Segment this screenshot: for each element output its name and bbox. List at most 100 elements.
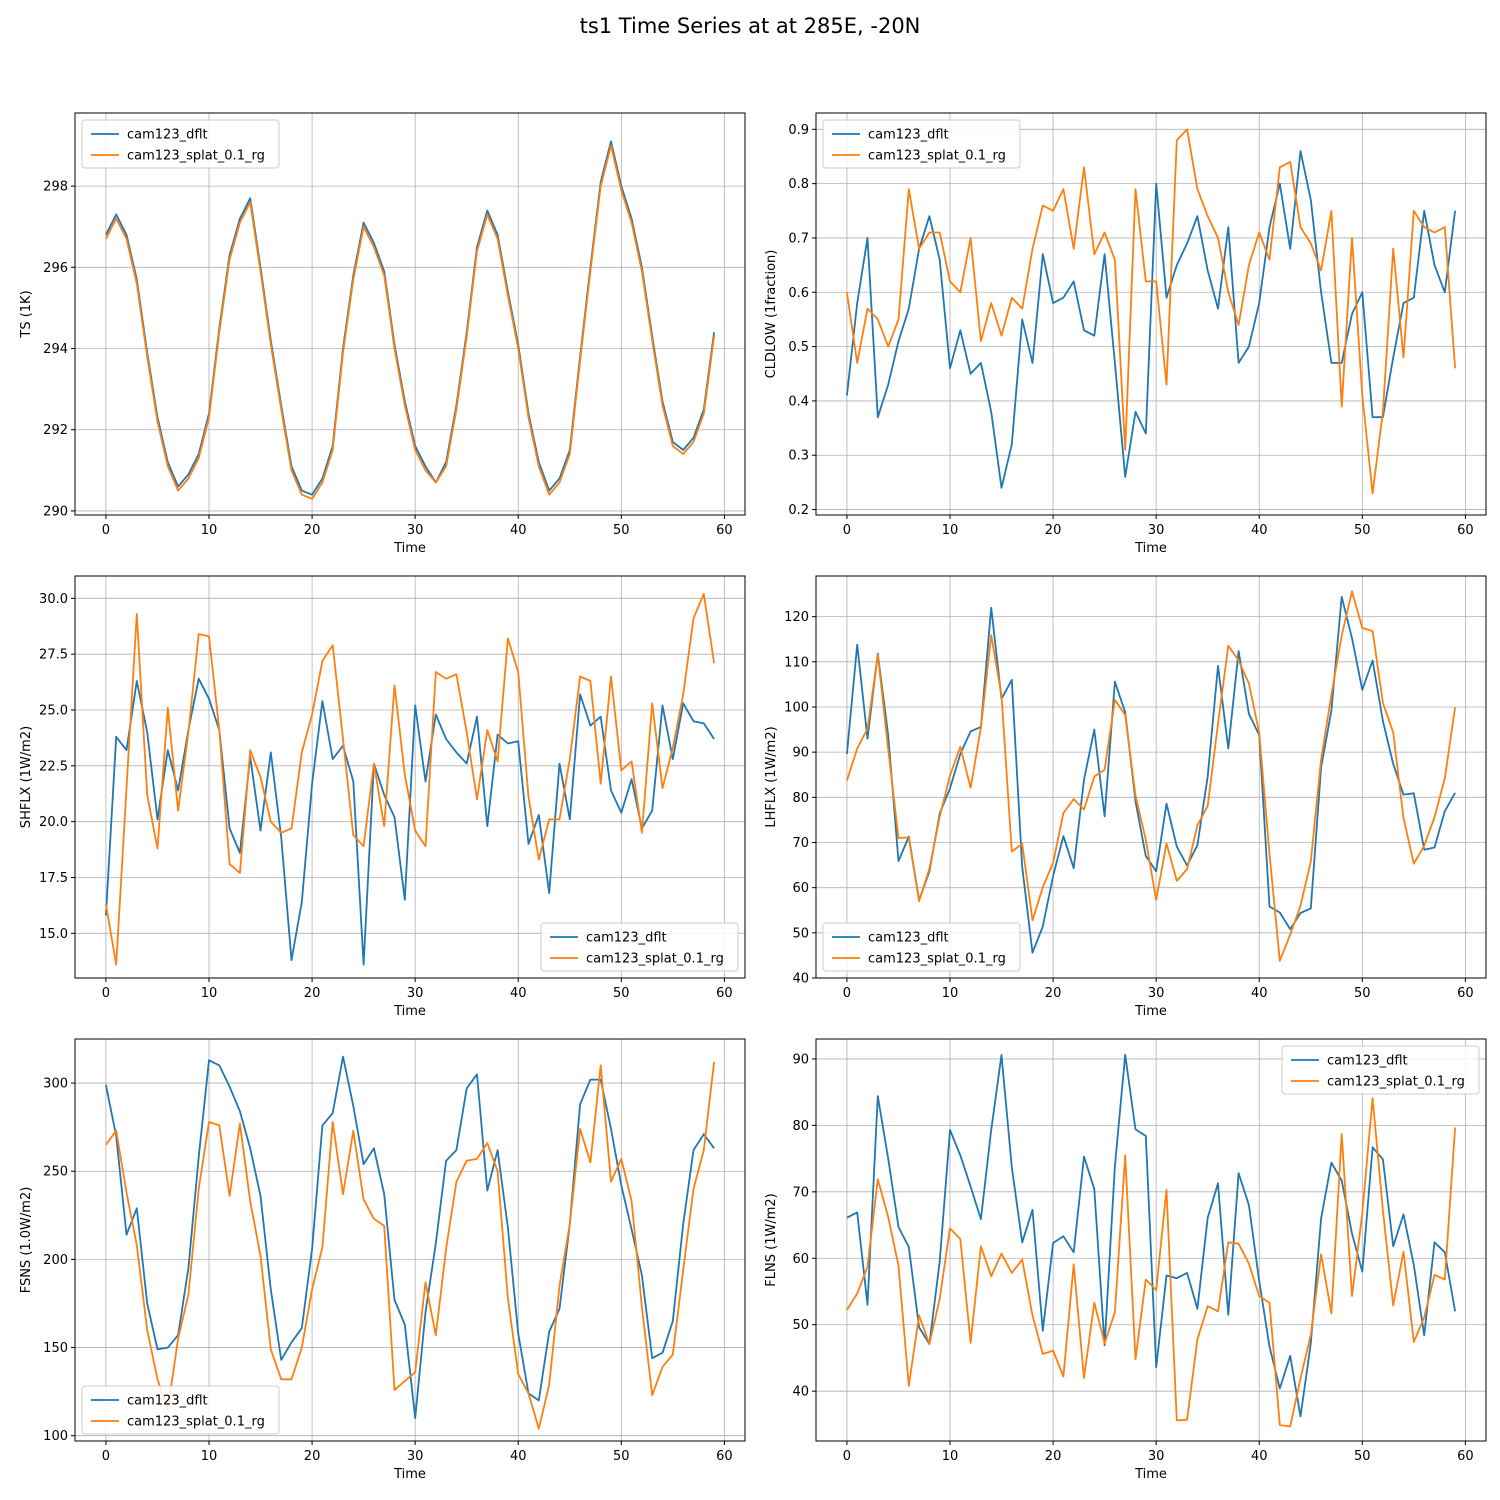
axes-frame xyxy=(74,575,746,979)
x-tick-label: 30 xyxy=(407,986,424,1001)
x-tick-label: 10 xyxy=(201,523,218,538)
x-tick-label: 30 xyxy=(407,1449,424,1464)
x-tick-label: 50 xyxy=(613,523,630,538)
series-line-splat xyxy=(846,1097,1456,1428)
x-axis-label: Time xyxy=(393,1004,426,1019)
legend-box xyxy=(1281,1045,1480,1095)
x-tick-label: 20 xyxy=(1045,986,1062,1001)
legend-box xyxy=(540,922,739,972)
legend: cam123_dflt cam123_splat_0.1_rg xyxy=(1281,1045,1480,1095)
y-axis-label: LHFLX (1W/m2) xyxy=(764,726,779,827)
legend-label: cam123_splat_0.1_rg xyxy=(586,952,724,967)
y-tick-label: 50 xyxy=(792,1318,809,1333)
x-tick-label: 10 xyxy=(942,1449,959,1464)
y-tick-label: 0.8 xyxy=(788,177,809,192)
y-tick-label: 300 xyxy=(43,1077,68,1092)
x-tick-label: 0 xyxy=(102,986,110,1001)
x-tick-label: 30 xyxy=(1148,1449,1165,1464)
y-tick-label: 17.5 xyxy=(39,871,68,886)
x-tick-label: 40 xyxy=(1251,523,1268,538)
legend-box xyxy=(81,119,280,169)
legend-box xyxy=(81,1385,280,1435)
x-tick-label: 0 xyxy=(102,523,110,538)
legend: cam123_dflt cam123_splat_0.1_rg xyxy=(81,1385,280,1435)
series-line-dflt xyxy=(846,150,1456,489)
subplot-3: 0 10 20 30 40 50 60 15.0 17.5 20.0 22.5 25.0 27.5 30.… xyxy=(19,575,746,1019)
subplot-4: 0 10 20 30 40 50 60 40 50 60 70 80 90 100 110 120 Time LH… xyxy=(764,575,1487,1019)
x-tick-label: 10 xyxy=(201,986,218,1001)
axes-frame xyxy=(815,575,1487,979)
x-tick-label: 40 xyxy=(510,523,527,538)
x-axis-label: Time xyxy=(1134,1004,1167,1019)
y-tick-label: 80 xyxy=(792,1119,809,1134)
series-line-splat xyxy=(105,1061,715,1430)
series-line-dflt xyxy=(846,595,1456,954)
x-tick-label: 10 xyxy=(942,986,959,1001)
y-tick-label: 292 xyxy=(43,423,68,438)
x-tick-label: 60 xyxy=(1457,523,1474,538)
x-axis-label: Time xyxy=(1134,541,1167,556)
figure-title: ts1 Time Series at at 285E, -20N xyxy=(579,14,921,38)
x-tick-label: 20 xyxy=(1045,1449,1062,1464)
legend: cam123_dflt cam123_splat_0.1_rg xyxy=(822,922,1021,972)
y-tick-label: 27.5 xyxy=(39,648,68,663)
legend-label: cam123_dflt xyxy=(127,1394,208,1409)
subplot-5: 0 10 20 30 40 50 60 100 150 200 250 300 Time FSNS (1.… xyxy=(19,1038,746,1482)
series-line-dflt xyxy=(846,1054,1456,1418)
legend-label: cam123_dflt xyxy=(1327,1054,1408,1069)
series-line-splat xyxy=(105,144,715,500)
x-tick-label: 40 xyxy=(1251,986,1268,1001)
x-tick-label: 60 xyxy=(716,986,733,1001)
y-axis-label: CLDLOW (1fraction) xyxy=(764,250,779,379)
legend-box xyxy=(822,119,1021,169)
y-tick-label: 30.0 xyxy=(39,592,68,607)
y-tick-label: 100 xyxy=(43,1429,68,1444)
x-axis-label: Time xyxy=(393,541,426,556)
x-tick-label: 10 xyxy=(942,523,959,538)
y-tick-label: 22.5 xyxy=(39,759,68,774)
x-tick-label: 0 xyxy=(843,523,851,538)
x-tick-label: 30 xyxy=(407,523,424,538)
y-axis-label: FLNS (1W/m2) xyxy=(764,1193,779,1286)
legend-label: cam123_splat_0.1_rg xyxy=(127,149,265,164)
legend-label: cam123_dflt xyxy=(868,128,949,143)
x-tick-label: 50 xyxy=(1354,523,1371,538)
x-tick-label: 0 xyxy=(843,1449,851,1464)
y-tick-label: 90 xyxy=(792,746,809,761)
y-tick-label: 100 xyxy=(784,700,809,715)
x-tick-label: 20 xyxy=(304,986,321,1001)
axes-frame xyxy=(74,112,746,516)
x-tick-label: 50 xyxy=(1354,1449,1371,1464)
y-axis-label: FSNS (1.0W/m2) xyxy=(19,1187,34,1294)
x-axis-label: Time xyxy=(393,1467,426,1482)
y-tick-label: 40 xyxy=(792,1385,809,1400)
x-tick-label: 60 xyxy=(1457,1449,1474,1464)
x-tick-label: 0 xyxy=(102,1449,110,1464)
axes-frame xyxy=(74,1038,746,1442)
legend-label: cam123_splat_0.1_rg xyxy=(127,1415,265,1430)
y-tick-label: 110 xyxy=(784,655,809,670)
y-tick-label: 290 xyxy=(43,504,68,519)
x-tick-label: 60 xyxy=(716,523,733,538)
series-line-splat xyxy=(105,593,715,966)
legend-label: cam123_dflt xyxy=(586,931,667,946)
series-line-dflt xyxy=(105,140,715,496)
y-axis-label: SHFLX (1W/m2) xyxy=(19,726,34,828)
x-axis-label: Time xyxy=(1134,1467,1167,1482)
y-tick-label: 80 xyxy=(792,791,809,806)
y-tick-label: 50 xyxy=(792,926,809,941)
y-tick-label: 40 xyxy=(792,972,809,987)
y-tick-label: 70 xyxy=(792,1185,809,1200)
y-tick-label: 90 xyxy=(792,1052,809,1067)
y-tick-label: 200 xyxy=(43,1253,68,1268)
series-line-dflt xyxy=(105,1055,715,1419)
legend-label: cam123_dflt xyxy=(127,128,208,143)
legend-label: cam123_splat_0.1_rg xyxy=(868,952,1006,967)
y-axis-label: TS (1K) xyxy=(19,290,34,338)
x-tick-label: 0 xyxy=(843,986,851,1001)
legend: cam123_dflt cam123_splat_0.1_rg xyxy=(81,119,280,169)
x-tick-label: 30 xyxy=(1148,523,1165,538)
x-tick-label: 10 xyxy=(201,1449,218,1464)
x-tick-label: 40 xyxy=(1251,1449,1268,1464)
y-tick-label: 0.5 xyxy=(788,340,809,355)
